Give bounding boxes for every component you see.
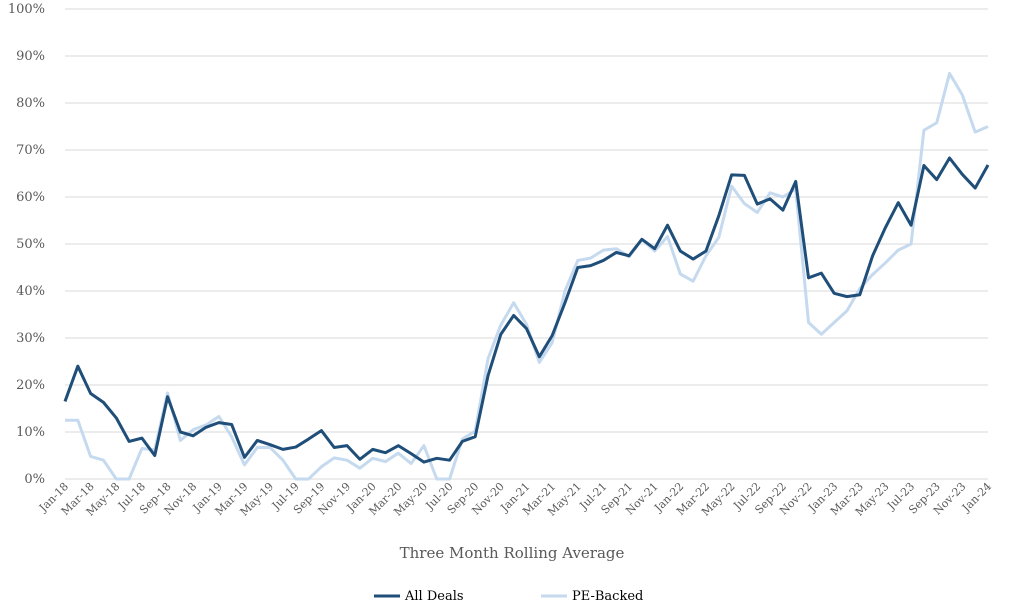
legend: All Deals PE-Backed [374,589,643,604]
y-tick-label: 30% [16,331,45,346]
y-tick-label: 60% [16,190,45,205]
legend-label-pe-backed: PE-Backed [572,589,643,604]
series-lines [63,71,990,481]
y-tick-label: 90% [16,49,45,64]
series-line-all-deals [63,156,990,464]
y-tick-label: 80% [16,96,45,111]
y-tick-label: 40% [16,284,45,299]
y-tick-label: 70% [16,143,45,158]
y-tick-label: 20% [16,378,45,393]
gridlines [65,8,988,480]
y-tick-label: 0% [24,472,45,487]
legend-label-all-deals: All Deals [404,589,464,604]
series-line-pe-backed [65,71,989,481]
x-axis-tick-labels: Jan-18Mar-18May-18Jul-18Sep-18Nov-18Jan-… [36,480,994,519]
x-axis-title: Three Month Rolling Average [400,544,625,562]
y-tick-label: 100% [8,2,45,17]
y-tick-label: 10% [16,425,45,440]
y-tick-label: 50% [16,237,45,252]
y-axis-tick-labels: 0% 10% 20% 30% 40% 50% 60% 70% 80% 90% 100% [8,2,45,487]
